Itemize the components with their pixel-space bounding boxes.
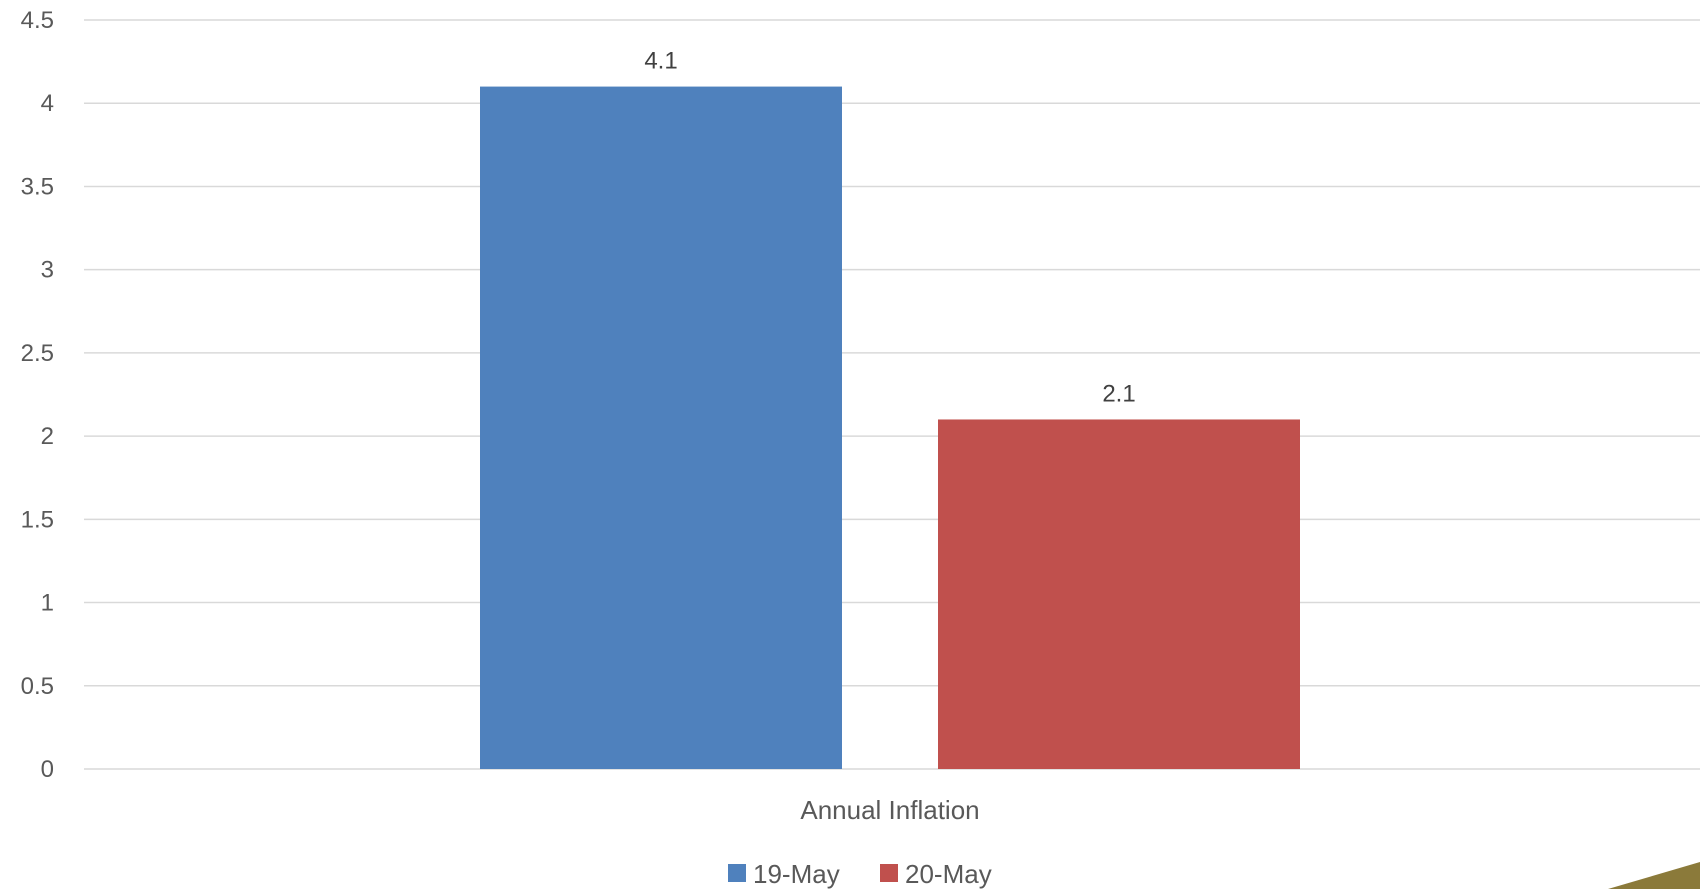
corner-accent-shape (1608, 862, 1700, 889)
legend-label-20-may: 20-May (905, 859, 992, 889)
legend-label-19-may: 19-May (753, 859, 840, 889)
y-tick-label: 4.5 (21, 7, 54, 34)
legend-swatch-19-may (728, 864, 746, 882)
gridlines (84, 19, 1700, 770)
y-tick-label: 0.5 (21, 673, 54, 700)
data-labels: 4.1 2.1 (644, 48, 1135, 408)
y-axis-ticks: 0 0.5 1 1.5 2 2.5 3 3.5 4 4.5 (21, 7, 54, 783)
x-category-label: Annual Inflation (800, 795, 979, 825)
y-tick-label: 3 (41, 257, 54, 284)
y-tick-label: 2.5 (21, 340, 54, 367)
y-tick-label: 2 (41, 423, 54, 450)
legend: 19-May 20-May (728, 859, 992, 889)
y-tick-label: 1 (41, 590, 54, 617)
legend-swatch-20-may (880, 864, 898, 882)
data-label-20-may: 2.1 (1102, 380, 1135, 407)
data-label-19-may: 4.1 (644, 48, 677, 75)
bars (480, 86, 1300, 770)
bar-19-may (480, 86, 842, 770)
y-tick-label: 4 (41, 90, 54, 117)
y-tick-label: 1.5 (21, 506, 54, 533)
y-tick-label: 0 (41, 756, 54, 783)
bar-20-may (938, 419, 1300, 769)
y-tick-label: 3.5 (21, 173, 54, 200)
